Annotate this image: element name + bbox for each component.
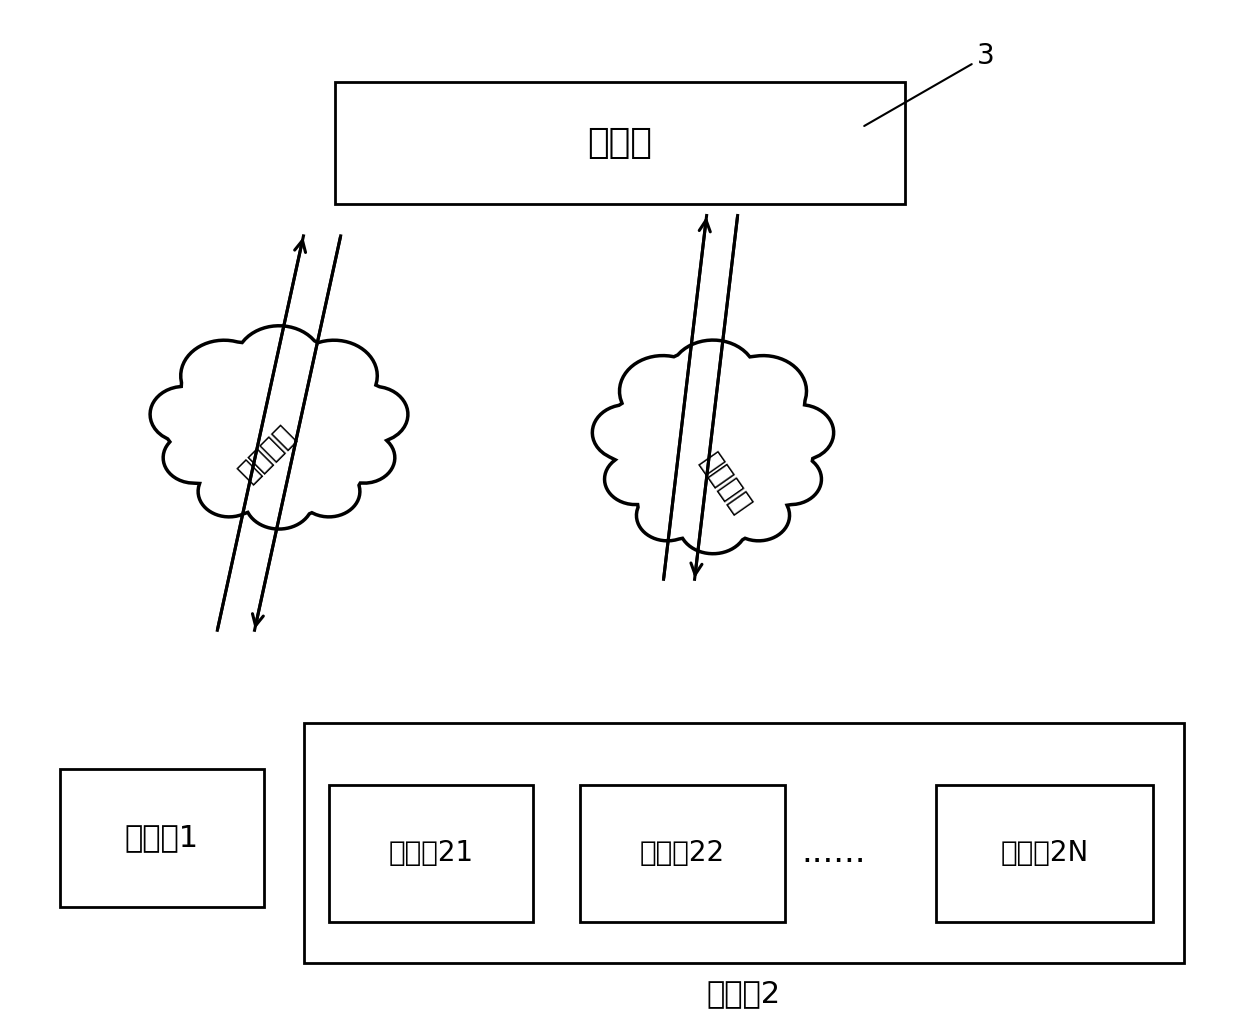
Text: 网络连接: 网络连接: [694, 448, 756, 520]
Polygon shape: [150, 326, 408, 529]
Polygon shape: [593, 340, 833, 553]
Text: 网络连接: 网络连接: [233, 420, 300, 487]
Bar: [60, 769, 264, 907]
Text: 客户端1: 客户端1: [125, 823, 198, 853]
Bar: [936, 785, 1153, 922]
Text: 3: 3: [864, 42, 994, 126]
Bar: [335, 82, 905, 204]
Text: 服务器: 服务器: [588, 125, 652, 160]
Bar: [580, 785, 785, 922]
Text: 客户端2: 客户端2: [707, 979, 781, 1008]
Text: ......: ......: [801, 837, 866, 869]
Text: 客户端22: 客户端22: [640, 840, 725, 867]
Text: 客户端21: 客户端21: [388, 840, 474, 867]
Bar: [304, 723, 1184, 963]
Bar: [329, 785, 533, 922]
Text: 客户端2N: 客户端2N: [1001, 840, 1089, 867]
